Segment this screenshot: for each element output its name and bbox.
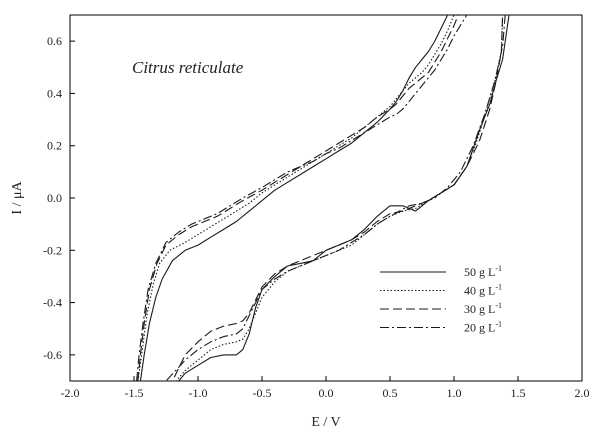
y-tick-label: 0.6 [47,34,62,48]
legend: 50 g L-1 40 g L-1 30 g L-1 20 g L-1 [380,264,502,335]
legend-label: 50 g L-1 [464,264,502,279]
x-tick-label: 2.0 [575,386,590,400]
legend-label: 40 g L-1 [464,283,502,298]
y-tick-label: 0.2 [47,139,62,153]
x-axis-title: E / V [311,415,340,430]
legend-label: 20 g L-1 [464,320,502,335]
x-tick-label: -1.5 [125,386,144,400]
series-lines [136,15,510,381]
series-line-dotted [137,15,504,381]
y-axis: -0.6 -0.4 -0.2 0.0 0.2 0.4 0.6 [43,34,75,362]
series-line-dashdot [136,15,506,381]
x-tick-label: 0.0 [319,386,334,400]
x-tick-label: -2.0 [61,386,80,400]
x-axis: -2.0 -1.5 -1.0 -0.5 0.0 0.5 1.0 1.5 2.0 [61,376,590,400]
y-tick-label: -0.4 [43,296,62,310]
x-tick-label: 1.5 [511,386,526,400]
y-tick-label: 0.0 [47,191,62,205]
x-tick-label: -1.0 [189,386,208,400]
x-tick-label: -0.5 [253,386,272,400]
legend-label: 30 g L-1 [464,301,502,316]
x-tick-label: 0.5 [383,386,398,400]
y-tick-label: -0.6 [43,348,62,362]
chart-annotation: Citrus reticulate [132,58,244,77]
series-line-solid [139,15,510,381]
y-tick-label: -0.2 [43,243,62,257]
y-tick-label: 0.4 [47,86,62,100]
series-line-dashed [137,15,504,381]
y-axis-title: I / μA [10,181,25,215]
x-tick-label: 1.0 [447,386,462,400]
